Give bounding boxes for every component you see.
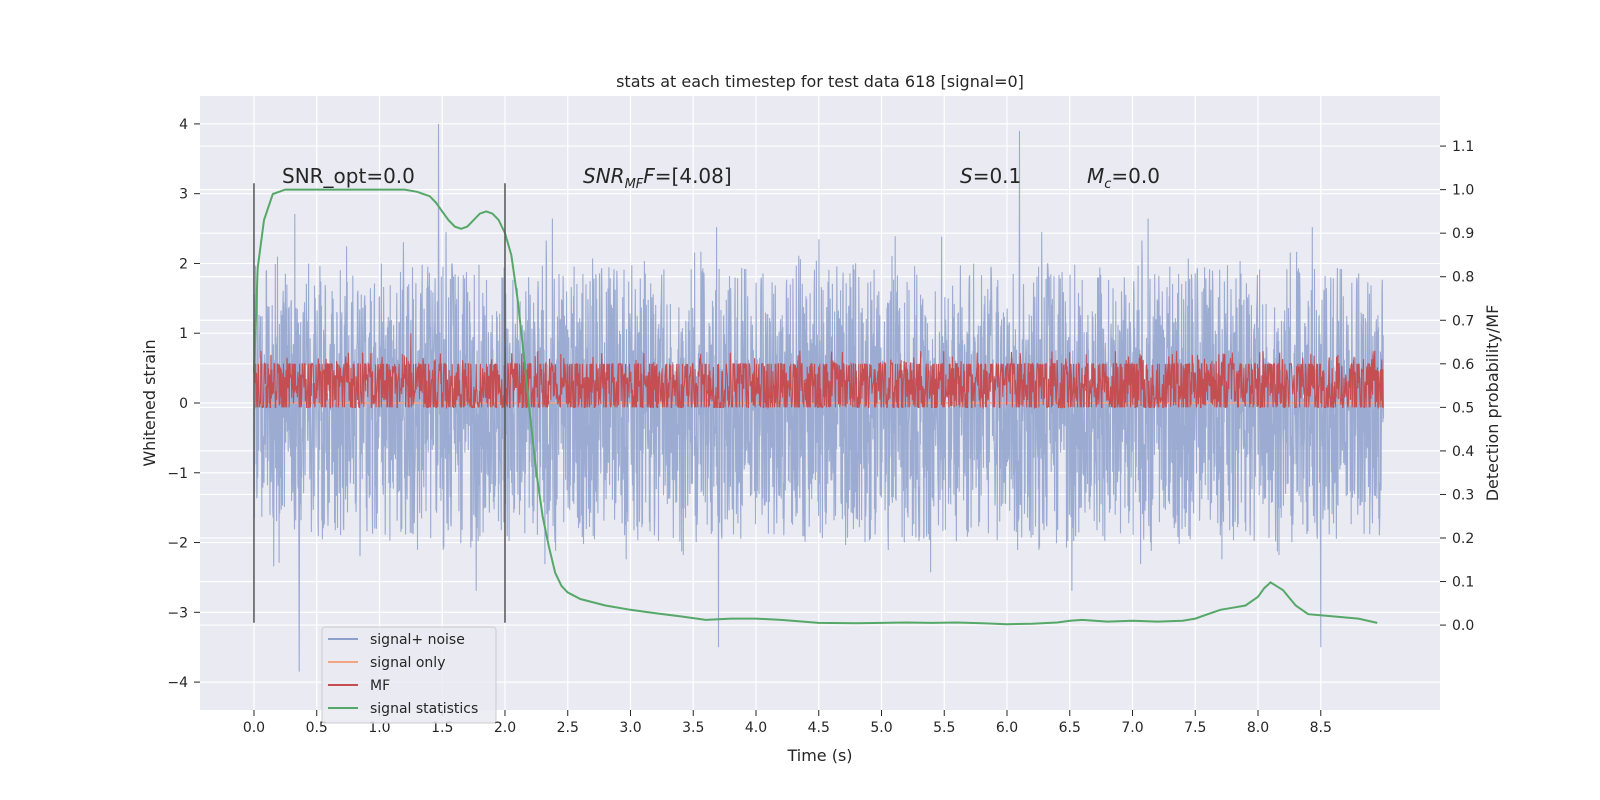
y-tick-label: 4 [179,117,188,133]
annotation-s-number: =0.1 [973,164,1022,188]
x-tick-label: 6.5 [1059,720,1081,736]
legend-label-signal-statistics: signal statistics [370,701,478,717]
annotation-snr-mf-subscript: MF [625,177,644,192]
y2-tick-label: 0.8 [1452,270,1474,286]
x-tick-label: 6.0 [996,720,1018,736]
chart-title: stats at each timestep for test data 618… [616,72,1024,91]
y2-tick-label: 0.2 [1452,531,1474,547]
annotation-mc-label: M [1087,164,1104,188]
annotation-snr-opt: SNR_opt=0.0 [282,164,415,188]
x-tick-label: 8.5 [1310,720,1332,736]
y2-tick-label: 0.9 [1452,226,1474,242]
x-axis-label: Time (s) [786,746,852,765]
x-tick-label: 2.0 [494,720,516,736]
y-axis-label: Whitened strain [140,339,159,466]
annotation-s-label: S [960,164,973,188]
annotation-mc-value: Mc=0.0 [1087,164,1160,192]
y2-tick-label: 0.5 [1452,400,1474,416]
legend-label-signal-only: signal only [370,655,445,671]
x-tick-label: 4.0 [745,720,767,736]
y2-tick-label: 1.1 [1452,139,1474,155]
y-tick-label: 1 [179,326,188,342]
y-tick-label: −4 [167,675,188,691]
annotation-mc-number: =0.0 [1111,164,1160,188]
x-axis-ticks: 0.0 0.5 1.0 1.5 2.0 2.5 3.0 3.5 4.0 4.5 5.0 5.5 6.0 6… [243,710,1332,736]
annotation-snr-mf-value: =[4.08] [655,164,732,188]
y2-tick-label: 1.0 [1452,183,1474,199]
y-tick-label: 0 [179,396,188,412]
y-tick-label: −3 [167,605,188,621]
series-mf [253,333,1384,410]
y2-tick-label: 0.0 [1452,618,1474,634]
x-tick-label: 0.0 [243,720,265,736]
y-tick-label: −2 [167,536,188,552]
annotation-s-value: S=0.1 [960,164,1021,188]
x-tick-label: 4.5 [808,720,830,736]
y2-axis-label: Detection probability/MF [1483,305,1502,502]
legend-label-signal-noise: signal+ noise [370,632,465,648]
y-tick-label: −1 [167,466,188,482]
legend: signal+ noise signal only MF signal stat… [321,626,497,724]
x-tick-label: 3.0 [619,720,641,736]
legend-label-mf: MF [370,678,390,694]
series-signal-statistics [253,188,1378,626]
vertical-lines [253,183,506,623]
x-tick-label: 5.5 [933,720,955,736]
y-axis-ticks: 4 3 2 1 0 −1 −2 −3 −4 [167,117,200,691]
x-tick-label: 1.5 [431,720,453,736]
x-tick-label: 2.5 [557,720,579,736]
y2-tick-label: 0.4 [1452,444,1474,460]
series-layer [253,123,1385,672]
y2-tick-label: 0.3 [1452,487,1474,503]
x-tick-label: 0.5 [306,720,328,736]
y-tick-label: 3 [179,187,188,203]
y2-tick-label: 0.6 [1452,357,1474,373]
y2-axis-ticks: 1.1 1.0 0.9 0.8 0.7 0.6 0.5 0.4 0.3 0.2 0.1 0.0 [1440,139,1474,634]
annotation-snr-mf-f: F [643,164,655,188]
y2-tick-label: 0.7 [1452,313,1474,329]
x-tick-label: 3.5 [682,720,704,736]
x-tick-label: 1.0 [368,720,390,736]
x-tick-label: 7.5 [1184,720,1206,736]
annotation-mc-subscript: c [1104,177,1111,192]
y-tick-label: 2 [179,256,188,272]
x-tick-label: 8.0 [1247,720,1269,736]
annotation-snr-mf-label: SNR [583,164,625,188]
legend-box [321,626,497,724]
annotation-snr-mf: SNRMFF=[4.08] [583,164,732,192]
y2-tick-label: 0.1 [1452,575,1474,591]
x-tick-label: 7.0 [1121,720,1143,736]
x-tick-label: 5.0 [870,720,892,736]
